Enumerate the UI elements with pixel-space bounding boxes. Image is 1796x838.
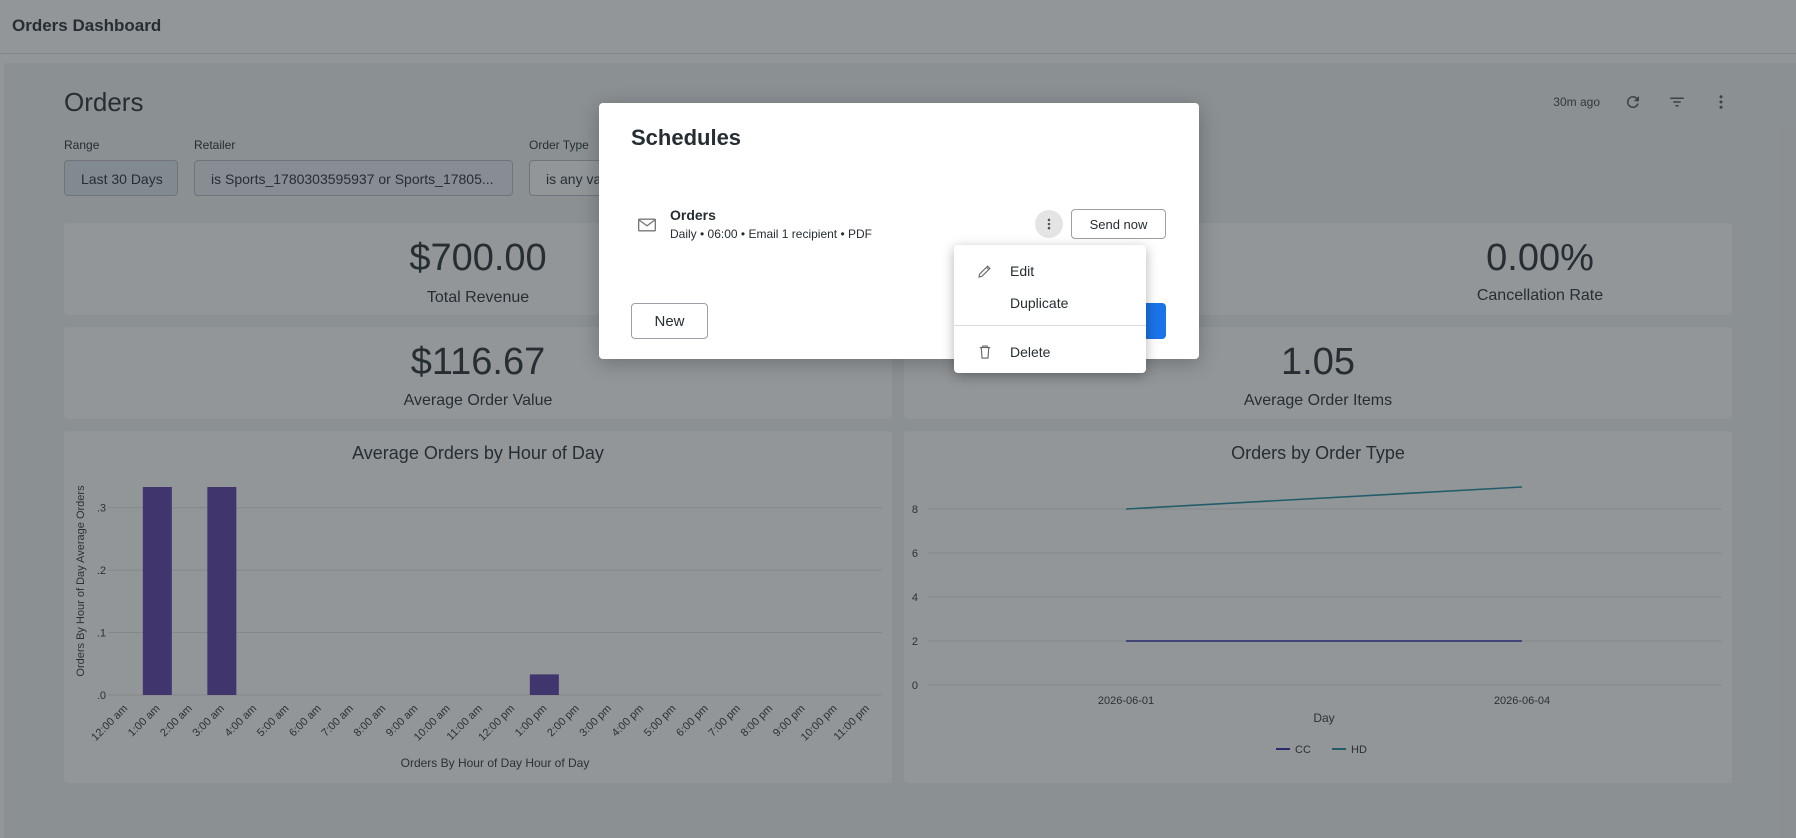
schedule-detail: Daily • 06:00 • Email 1 recipient • PDF xyxy=(670,227,873,241)
new-schedule-button[interactable]: New xyxy=(631,303,708,339)
schedule-more-button[interactable] xyxy=(1035,210,1063,238)
dialog-title: Schedules xyxy=(631,125,742,150)
schedule-actions-menu: Edit Duplicate Delete xyxy=(954,245,1146,373)
pencil-icon xyxy=(976,262,994,280)
menu-item-label: Edit xyxy=(1010,263,1035,279)
schedule-name: Orders xyxy=(670,207,716,223)
email-icon xyxy=(637,215,657,235)
send-now-button[interactable]: Send now xyxy=(1071,209,1166,239)
menu-item-duplicate[interactable]: Duplicate xyxy=(954,288,1146,318)
menu-item-edit[interactable]: Edit xyxy=(954,256,1146,286)
more-vert-icon xyxy=(1047,218,1051,230)
menu-item-delete[interactable]: Delete xyxy=(954,337,1146,367)
schedule-row: Orders Daily • 06:00 • Email 1 recipient… xyxy=(631,203,1167,253)
menu-item-label: Delete xyxy=(1010,344,1051,360)
trash-icon xyxy=(976,343,994,361)
menu-item-label: Duplicate xyxy=(1010,295,1069,311)
menu-divider xyxy=(954,325,1146,326)
